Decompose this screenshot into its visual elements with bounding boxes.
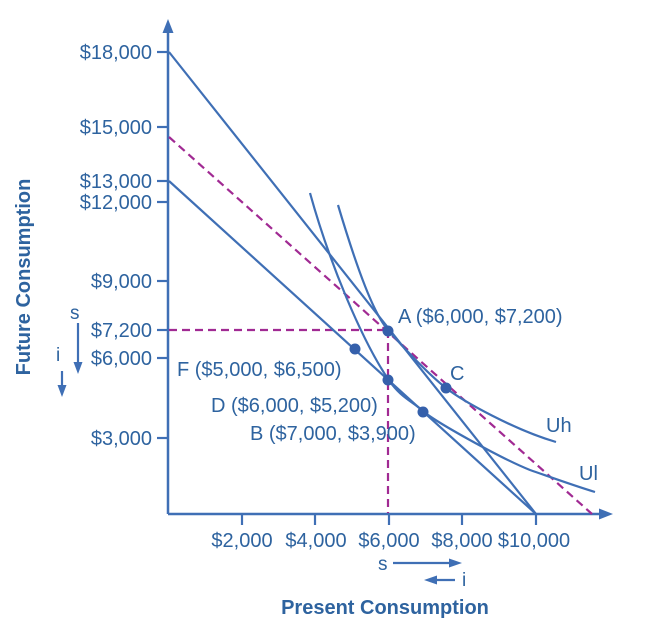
dashed-decomposition-line [168,136,593,515]
point-d-label: D ($6,000, $5,200) [211,395,378,417]
curve-ul-label: Ul [579,463,598,485]
substitution-effect-label-x: s [378,554,388,575]
y-tick-9000: $9,000 [91,271,152,293]
x-tick-4000: $4,000 [285,530,346,552]
y-tick-12000: $12,000 [80,192,152,214]
y-axis-ticks [157,50,169,440]
point-a-label: A ($6,000, $7,200) [398,306,563,328]
y-tick-3000: $3,000 [91,428,152,450]
y-axis-title: Future Consumption [13,179,35,376]
x-tick-2000: $2,000 [211,530,272,552]
y-tick-6000: $6,000 [91,348,152,370]
y-axis-arrow-icon [162,19,174,33]
substitution-effect-arrowhead-y-icon [73,362,83,374]
y-tick-18000: $18,000 [80,42,152,64]
point-a-dot [382,325,394,337]
income-effect-label-y: i [56,345,60,366]
income-effect-arrowhead-x-icon [424,575,437,585]
point-f-label: F ($5,000, $6,500) [177,359,342,381]
substitution-effect-arrowhead-x-icon [449,558,462,568]
curve-uh-label: Uh [546,415,572,437]
point-f-dot [349,343,361,355]
indifference-curve-ul [308,192,596,494]
x-axis-arrow-icon [599,508,613,520]
income-effect-arrowhead-y-icon [57,385,67,397]
point-b-label: B ($7,000, $3,900) [250,423,416,445]
income-effect-label-x: i [462,570,466,591]
x-axis-ticks [240,514,538,525]
indifference-curve-uh [336,204,557,444]
substitution-effect-label-y: s [70,303,80,324]
y-tick-7200: $7,200 [91,320,152,342]
x-axis-title: Present Consumption [281,597,489,619]
y-tick-15000: $15,000 [80,117,152,139]
new-budget-constraint-line [168,51,537,515]
x-tick-6000: $6,000 [358,530,419,552]
point-c-label: C [450,363,464,385]
y-tick-13000: $13,000 [80,171,152,193]
point-b-dot [417,406,429,418]
point-d-dot [382,374,394,386]
point-c-dot [440,382,452,394]
x-tick-10000: $10,000 [498,530,570,552]
x-tick-8000: $8,000 [431,530,492,552]
